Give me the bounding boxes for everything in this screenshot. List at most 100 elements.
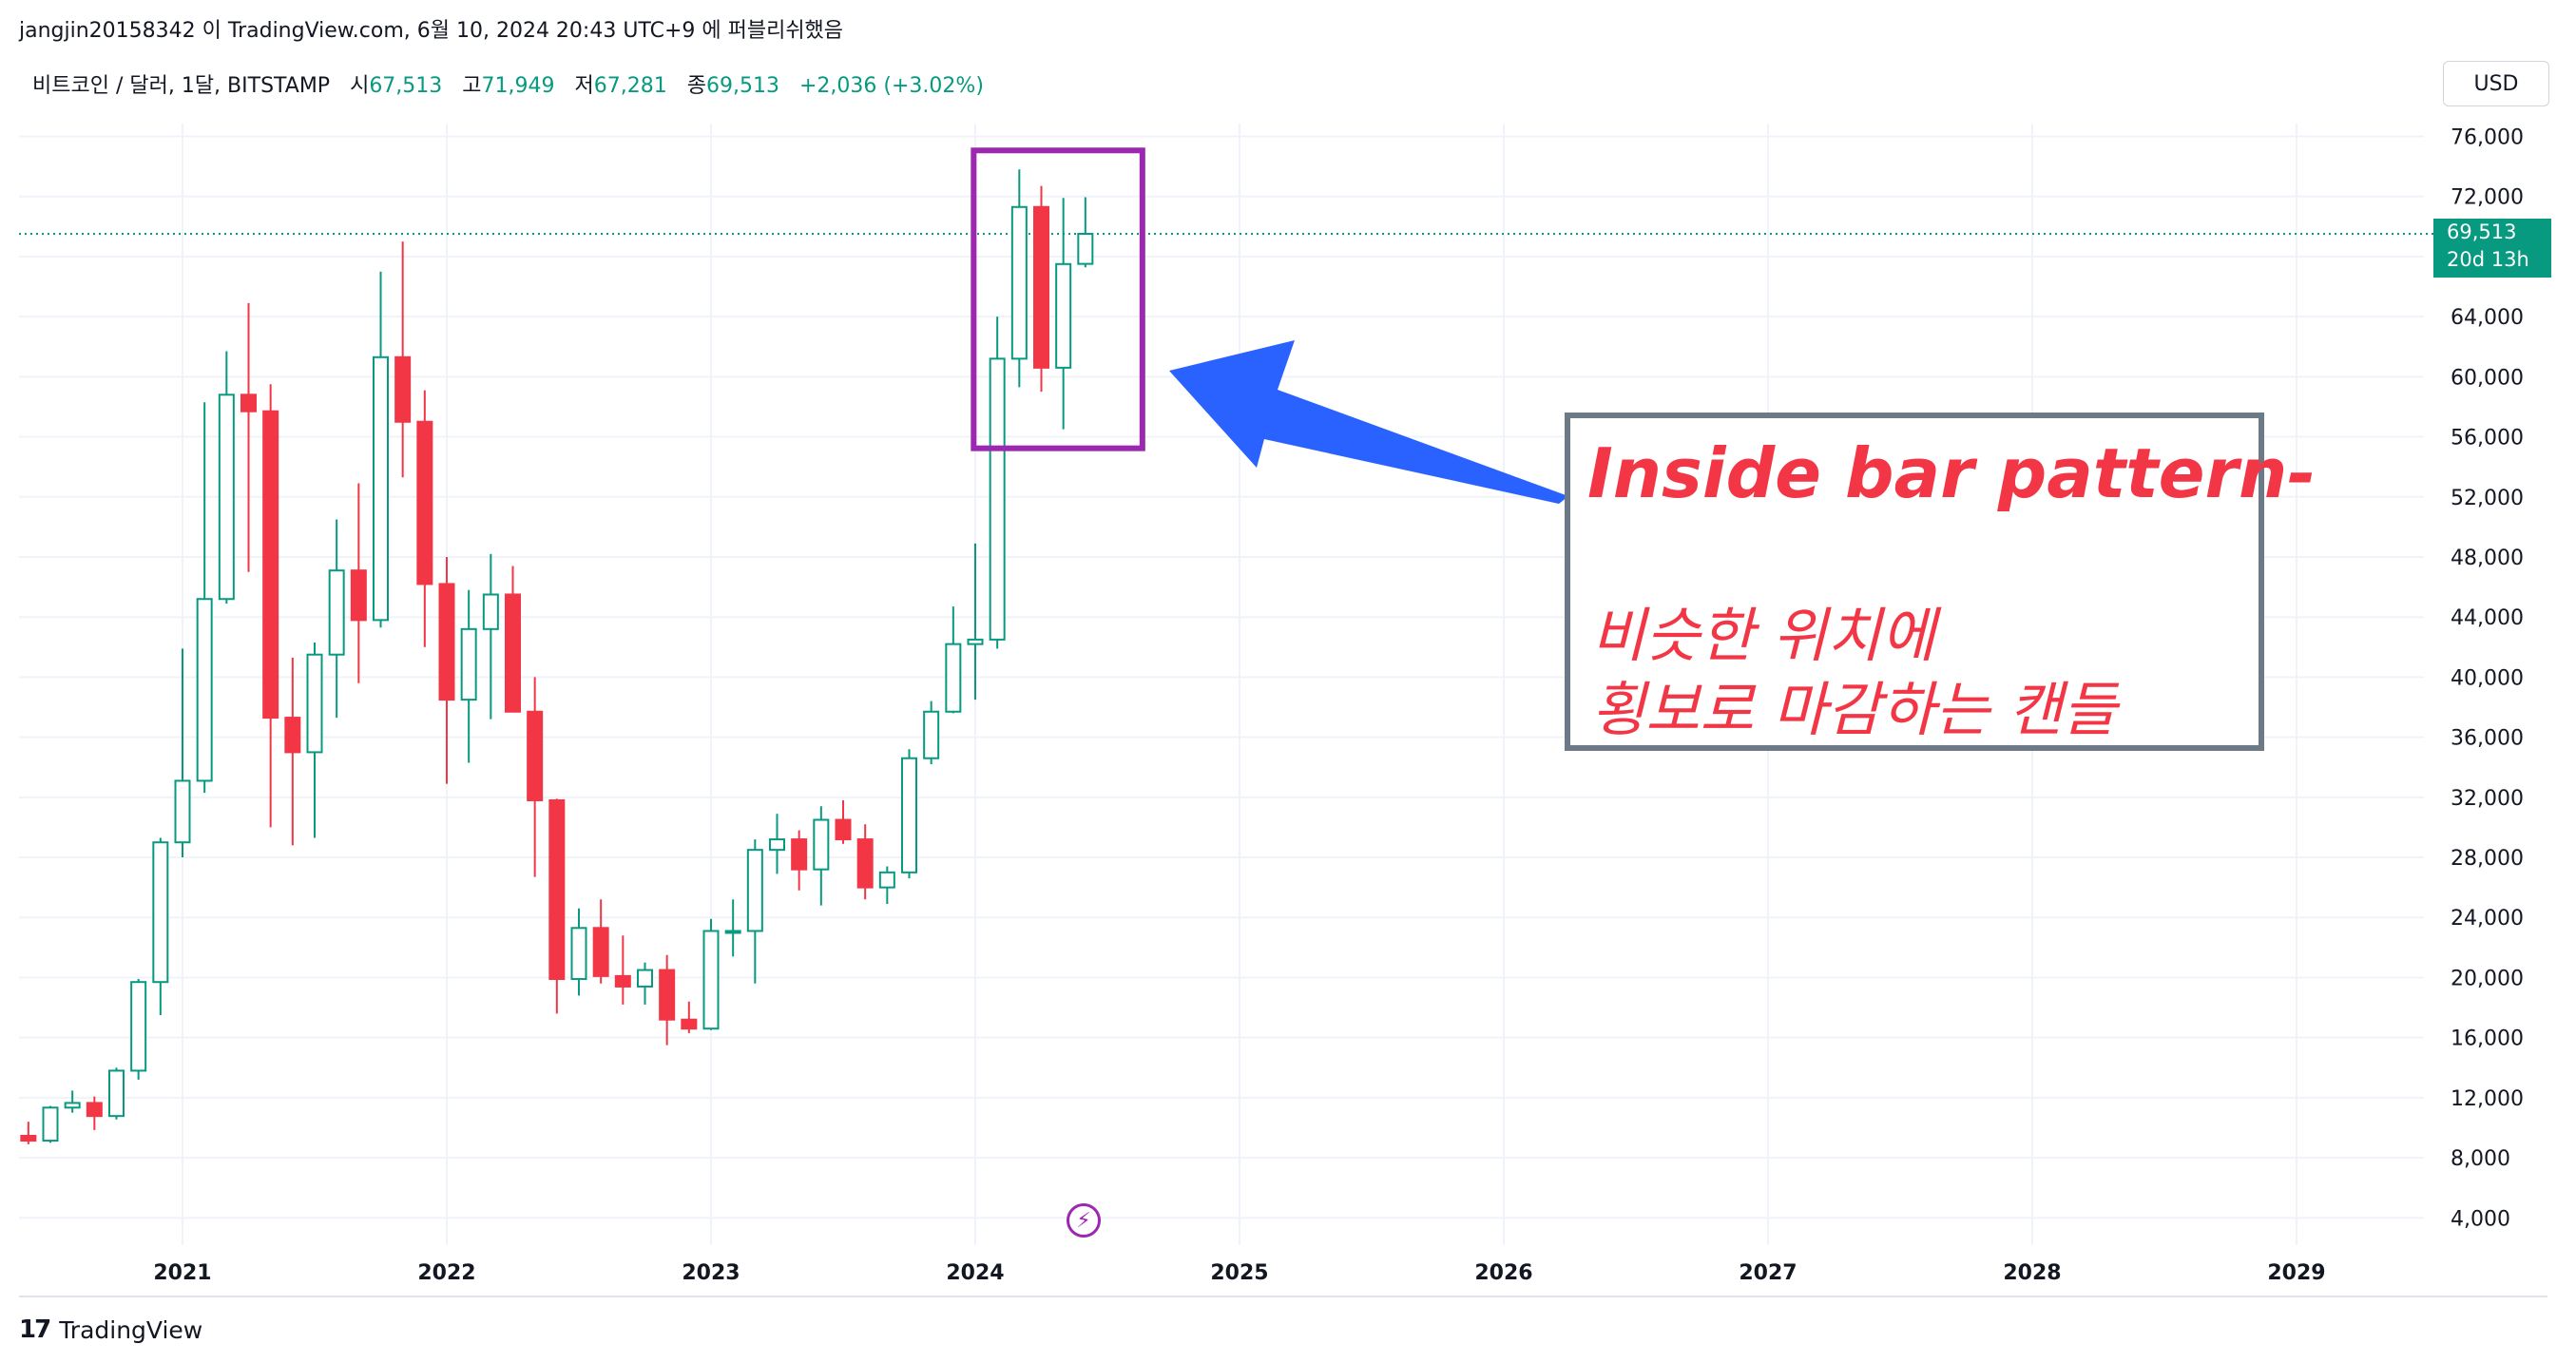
candle-body-up [570,927,587,981]
candle-body-down [284,717,301,754]
high-value: 71,949 [481,74,555,98]
candle-body-up [218,394,235,601]
candle-body-down [86,1102,103,1118]
footer-brand[interactable]: 17 TradingView [19,1315,202,1344]
publish-info: jangjin20158342 이 TradingView.com, 6월 10… [19,19,844,43]
candle-body-up [702,930,720,1030]
price-tick-label: 60,000 [2451,366,2524,390]
time-axis: 2021 2022 2023 2024 2025 2026 2027 2028 2029 [153,1261,2325,1285]
candle-body-down [659,969,676,1021]
candle-body-down [240,394,257,413]
candle-body-down [350,569,367,622]
candle-body-up [989,357,1006,641]
price-tick-label: 28,000 [2451,847,2524,871]
low-value: 67,281 [593,74,667,98]
candle-body-down [527,710,544,801]
year-tick-label: 2023 [682,1261,740,1285]
candle-body-up [1010,205,1028,360]
year-tick-label: 2021 [153,1261,211,1285]
candle-body-down [394,355,412,423]
lightning-icon[interactable]: ⚡ [1067,1203,1101,1238]
candle-body-up [482,593,499,630]
candle-body-up [637,969,653,988]
pointer-arrow [1169,340,1568,504]
close-label: 종 [686,74,707,98]
candle-body-up [64,1102,81,1109]
candle-body-up [42,1106,59,1142]
year-tick-label: 2029 [2267,1261,2325,1285]
price-tick-label: 76,000 [2451,126,2524,150]
candle-body-up [1055,262,1072,369]
candle-body-up [196,598,213,782]
candle-body-up [724,930,741,934]
inside-bar-highlight-box [971,147,1145,451]
high-label: 고 [462,74,482,98]
price-tick-label: 8,000 [2451,1147,2510,1171]
candle-body-down [20,1135,37,1142]
highlight-layer [971,147,1145,451]
annotation-line-1: 비슷한 위치에 [1591,601,1935,670]
price-tick-label: 64,000 [2451,306,2524,330]
year-tick-label: 2027 [1739,1261,1797,1285]
candle-body-up [1077,233,1094,265]
candle-body-up [813,818,830,871]
candle-body-down [438,583,455,701]
candle-body-up [923,710,940,759]
open-label: 시 [350,74,370,98]
candle-body-up [328,569,345,656]
price-tick-label: 16,000 [2451,1027,2524,1051]
annotation-title: Inside bar pattern- [1587,433,2316,513]
change-value: +2,036 (+3.02%) [799,74,984,98]
price-tick-label: 20,000 [2451,967,2524,990]
candles-layer [20,169,1094,1144]
annotation-box[interactable]: Inside bar pattern- 비슷한 위치에 횡보로 마감하는 캔들 [1565,413,2316,751]
symbol-name[interactable]: 비트코인 / 달러, 1달, BITSTAMP [32,74,331,98]
low-label: 저 [574,74,594,98]
candle-body-down [548,798,566,981]
last-price-value: 69,513 [2447,221,2517,243]
currency-button[interactable]: USD [2443,61,2549,106]
bar-countdown: 20d 13h [2447,248,2529,271]
year-tick-label: 2028 [2003,1261,2061,1285]
candle-body-down [681,1018,698,1030]
candle-body-up [460,627,477,701]
price-tick-label: 52,000 [2451,487,2524,510]
candle-body-down [835,818,852,841]
price-tick-label: 36,000 [2451,727,2524,751]
open-value: 67,513 [369,74,443,98]
candle-body-up [945,643,962,713]
close-value: 69,513 [706,74,779,98]
symbol-ohlc-legend: 비트코인 / 달러, 1달, BITSTAMP 시67,513 고71,949 … [32,68,984,99]
candle-body-up [174,779,191,844]
year-tick-label: 2025 [1210,1261,1268,1285]
price-tick-label: 44,000 [2451,606,2524,630]
candle-body-up [373,355,389,622]
candle-body-down [416,420,433,586]
candle-body-up [878,871,895,889]
candle-body-up [130,981,147,1072]
year-tick-label: 2022 [417,1261,475,1285]
arrow-layer [1169,340,1568,504]
candle-body-down [592,927,609,977]
year-tick-label: 2024 [946,1261,1004,1285]
price-tick-label: 72,000 [2451,186,2524,210]
candle-body-down [505,593,521,713]
candle-body-up [901,757,917,873]
year-tick-label: 2026 [1474,1261,1532,1285]
candle-body-down [856,838,874,889]
candle-body-up [108,1069,125,1118]
annotation-line-2: 횡보로 마감하는 캔들 [1591,675,2117,744]
last-price-tag: 69,513 20d 13h [2433,219,2551,278]
price-tick-label: 4,000 [2451,1207,2510,1231]
candle-body-down [1033,205,1049,369]
price-tick-label: 40,000 [2451,666,2524,690]
price-axis: 4,000 8,000 12,000 16,000 20,000 24,000 28,000… [2451,126,2524,1232]
tradingview-logo-icon: 17 [19,1315,51,1344]
candle-body-up [769,838,785,852]
price-tick-label: 48,000 [2451,547,2524,570]
candle-body-down [262,410,279,720]
candle-body-up [306,653,323,754]
price-tick-label: 32,000 [2451,787,2524,811]
candle-body-up [967,638,984,645]
